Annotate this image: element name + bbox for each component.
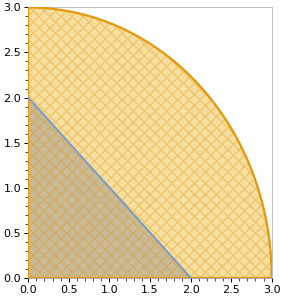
Polygon shape [28, 97, 191, 277]
Polygon shape [28, 7, 272, 277]
